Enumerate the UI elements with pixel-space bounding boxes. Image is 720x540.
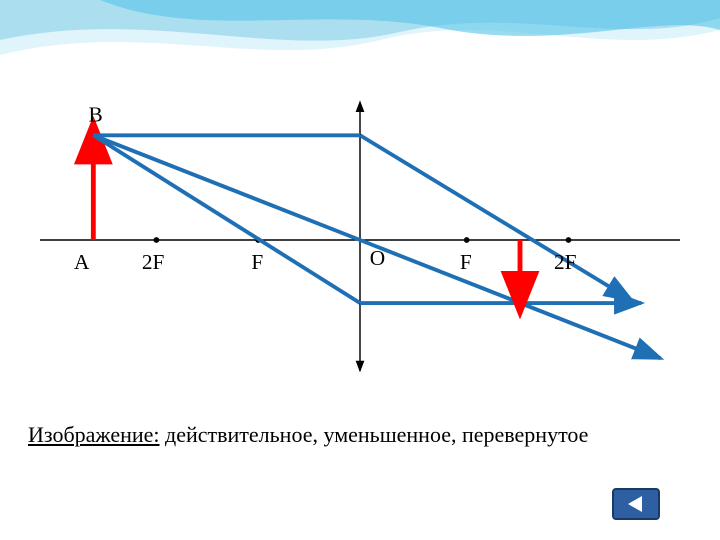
ray-focal	[93, 135, 360, 303]
image-caption: Изображение: действительное, уменьшенное…	[28, 420, 588, 450]
label-a: A	[74, 250, 90, 274]
caption-rest: действительное, уменьшенное, перевернуто…	[160, 422, 589, 447]
label-b: B	[88, 103, 102, 127]
ray-parallel-refracted	[360, 135, 632, 300]
label-o: O	[370, 246, 385, 270]
point-2f-left	[153, 237, 159, 243]
lens-ray-diagram: B A 2F F O F 2F	[40, 70, 680, 410]
caption-prefix: Изображение:	[28, 422, 160, 447]
ray-center	[93, 135, 360, 240]
label-f-left: F	[251, 250, 263, 274]
label-2f-left: 2F	[142, 250, 165, 274]
point-f-right	[464, 237, 470, 243]
nav-back-button[interactable]	[612, 488, 660, 520]
point-2f-right	[566, 237, 572, 243]
label-f-right: F	[460, 250, 472, 274]
ray-center-cont	[360, 240, 661, 358]
label-2f-right: 2F	[554, 250, 577, 274]
